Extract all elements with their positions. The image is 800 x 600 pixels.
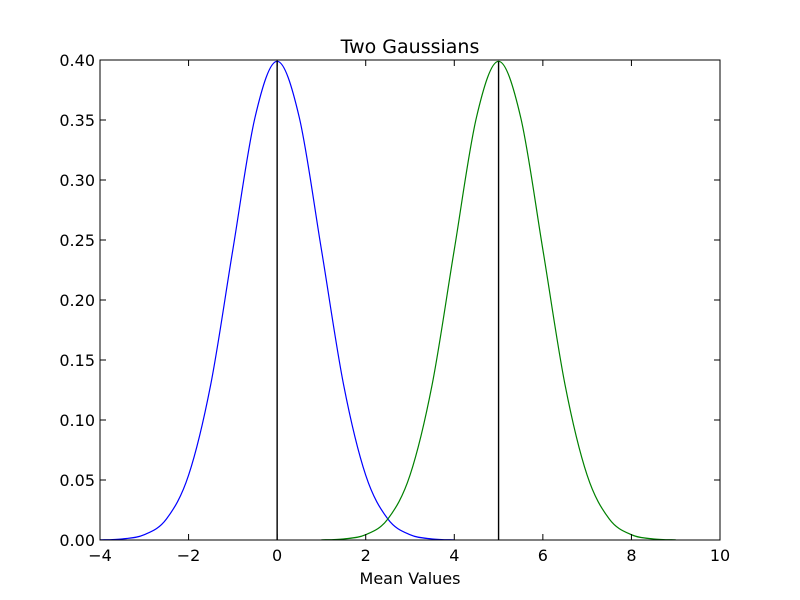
- x-tick-label: 10: [710, 546, 730, 565]
- vertical-lines: [276, 61, 500, 540]
- curves: [99, 60, 676, 541]
- x-tick-label: 4: [449, 546, 459, 565]
- y-tick-label: 0.20: [59, 291, 95, 310]
- y-tick-label: 0.05: [59, 471, 95, 490]
- x-tick-label: −4: [88, 546, 112, 565]
- x-tick-label: 6: [538, 546, 548, 565]
- axes-frame: [99, 59, 721, 541]
- x-tick-label: 8: [626, 546, 636, 565]
- y-tick-label: 0.40: [59, 51, 95, 70]
- chart-title: Two Gaussians: [340, 36, 480, 58]
- y-ticks: 0.00 0.05 0.10 0.15 0.20 0.25 0.30 0.35 0.40: [59, 51, 720, 550]
- plot-area: −4 −2 0 2 4 6 8 10 0.00 0.05 0.10 0.15 0.20 0.25 0.30…: [59, 51, 730, 565]
- x-tick-label: 0: [272, 546, 282, 565]
- y-tick-label: 0.35: [59, 111, 95, 130]
- x-axis-label: Mean Values: [360, 569, 461, 588]
- x-ticks: −4 −2 0 2 4 6 8 10: [88, 60, 730, 565]
- x-tick-label: −2: [177, 546, 201, 565]
- y-tick-label: 0.00: [59, 531, 95, 550]
- y-tick-label: 0.30: [59, 171, 95, 190]
- y-tick-label: 0.25: [59, 231, 95, 250]
- y-tick-label: 0.10: [59, 411, 95, 430]
- x-tick-label: 2: [361, 546, 371, 565]
- y-tick-label: 0.15: [59, 351, 95, 370]
